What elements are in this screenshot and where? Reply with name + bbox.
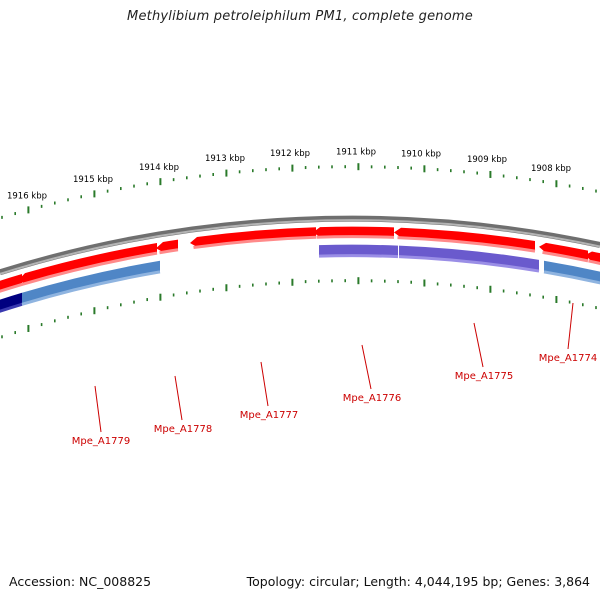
- gene-block-reverse-edge: [318, 254, 399, 259]
- gene-leader-line: [260, 361, 269, 407]
- kbp-label: 1915 kbp: [73, 175, 113, 185]
- gene-block-forward-body: [18, 242, 157, 284]
- gene-block-reverse-edge: [543, 270, 600, 285]
- gene-block-forward: [313, 226, 395, 239]
- gene-block-forward-edge: [159, 248, 179, 255]
- kbp-label: 1908 kbp: [531, 164, 571, 174]
- gene-leader-line: [473, 322, 484, 368]
- gene-block-forward-body: [539, 242, 588, 261]
- gene-block-reverse: [0, 292, 23, 313]
- gene-block-forward-edge: [21, 251, 158, 287]
- outer-scale-ticks: [1, 163, 597, 219]
- gene-block-forward: [18, 242, 158, 287]
- gene-label: Mpe_A1775: [455, 371, 513, 382]
- gene-block-reverse-body: [544, 260, 600, 283]
- gene-block-forward-edge: [588, 259, 600, 265]
- gene-block-forward-edge: [397, 236, 536, 253]
- kbp-label: 1914 kbp: [139, 163, 179, 173]
- gene-block-forward-body: [156, 239, 178, 253]
- kbp-label: 1909 kbp: [467, 155, 507, 165]
- gene-block-forward: [585, 251, 600, 265]
- gene-block-reverse-body: [0, 292, 22, 312]
- gene-block-reverse-edge: [398, 255, 540, 273]
- gene-block-forward-edge: [193, 235, 317, 250]
- gene-block-forward: [190, 227, 317, 250]
- kbp-label: 1912 kbp: [270, 149, 310, 159]
- gene-label: Mpe_A1776: [343, 393, 401, 404]
- map-title: Methylibium petroleiphilum PM1, complete…: [127, 9, 473, 24]
- gene-leader-line: [567, 302, 574, 350]
- gene-block-reverse: [21, 260, 161, 306]
- backbone-highlight: [0, 219, 600, 275]
- gene-block-forward: [539, 242, 589, 263]
- kbp-label: 1911 kbp: [336, 148, 376, 158]
- gene-block-forward-edge: [316, 235, 395, 239]
- gene-label: Mpe_A1774: [539, 353, 597, 364]
- gene-leader-line: [174, 375, 183, 421]
- accession-text: Accession: NC_008825: [9, 574, 152, 589]
- gene-leader-line: [361, 344, 372, 390]
- gene-block-reverse-edge: [21, 270, 161, 306]
- gene-block-forward-body: [190, 227, 316, 248]
- gene-label: Mpe_A1779: [72, 436, 130, 447]
- gene-block-reverse: [318, 244, 399, 259]
- kbp-label: 1916 kbp: [7, 191, 47, 201]
- gene-label: Mpe_A1777: [240, 410, 298, 421]
- gene-block-forward: [394, 227, 536, 253]
- gene-block-forward-body: [0, 274, 22, 292]
- kbp-label: 1913 kbp: [205, 154, 245, 164]
- gene-block-reverse-body: [319, 244, 398, 257]
- backbone-arc: [0, 215, 600, 276]
- gene-block-reverse-edge: [0, 302, 23, 313]
- gene-leader-line: [94, 385, 102, 433]
- gene-block-reverse: [543, 260, 600, 285]
- gene-block-forward-body: [585, 251, 600, 264]
- kbp-label: 1910 kbp: [401, 150, 441, 160]
- gene-block-forward-body: [313, 226, 394, 238]
- gene-block-reverse: [398, 245, 540, 273]
- inner-scale-ticks: [1, 277, 597, 339]
- gene-block-forward: [0, 274, 23, 293]
- gene-label: Mpe_A1778: [154, 424, 212, 435]
- genome-summary-text: Topology: circular; Length: 4,044,195 bp…: [246, 574, 590, 589]
- gene-block-forward: [156, 239, 179, 255]
- gene-block-forward-edge: [542, 250, 589, 263]
